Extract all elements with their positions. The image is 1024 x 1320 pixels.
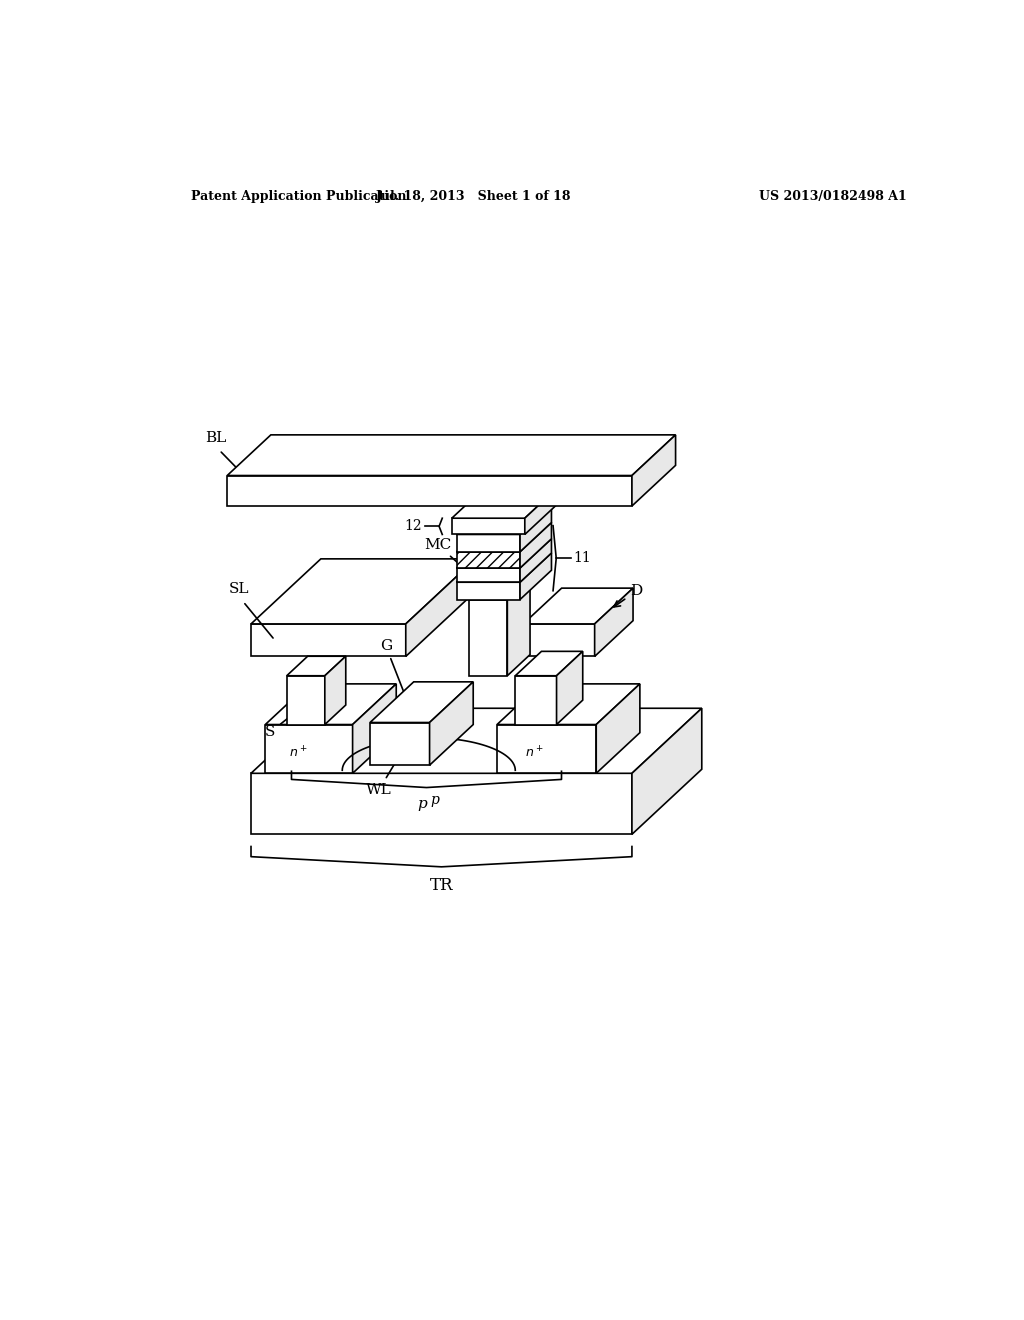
Polygon shape (520, 553, 552, 599)
Polygon shape (524, 486, 560, 535)
Text: MC: MC (424, 537, 481, 585)
Polygon shape (595, 589, 633, 656)
Text: 13: 13 (566, 484, 600, 503)
Polygon shape (457, 523, 552, 552)
Polygon shape (557, 651, 583, 725)
Text: WL: WL (367, 754, 400, 797)
Polygon shape (497, 684, 640, 725)
Polygon shape (632, 434, 676, 506)
Text: p: p (418, 797, 427, 810)
Polygon shape (370, 682, 473, 722)
Text: FIG. 1: FIG. 1 (462, 573, 531, 594)
Polygon shape (515, 651, 583, 676)
Polygon shape (251, 558, 475, 624)
Polygon shape (251, 624, 406, 656)
Polygon shape (457, 552, 520, 568)
Text: Patent Application Publication: Patent Application Publication (191, 190, 407, 202)
Polygon shape (520, 539, 552, 582)
Polygon shape (352, 684, 396, 774)
Polygon shape (251, 709, 701, 774)
Polygon shape (265, 684, 396, 725)
Text: Jul. 18, 2013   Sheet 1 of 18: Jul. 18, 2013 Sheet 1 of 18 (376, 190, 571, 202)
Text: US 2013/0182498 A1: US 2013/0182498 A1 (759, 190, 906, 202)
Polygon shape (227, 434, 676, 475)
Polygon shape (520, 506, 552, 552)
Text: 12: 12 (404, 519, 422, 533)
Text: G: G (380, 639, 413, 713)
Polygon shape (457, 535, 520, 552)
Polygon shape (457, 506, 552, 535)
Polygon shape (457, 553, 552, 582)
Polygon shape (452, 486, 560, 519)
Text: BL: BL (205, 432, 226, 445)
Polygon shape (523, 589, 633, 624)
Polygon shape (497, 725, 596, 774)
Polygon shape (515, 676, 557, 725)
Polygon shape (227, 475, 632, 506)
Polygon shape (632, 709, 701, 834)
Polygon shape (457, 582, 520, 599)
Text: 11: 11 (573, 552, 592, 565)
Polygon shape (370, 722, 430, 766)
Text: $n^+$: $n^+$ (525, 746, 544, 760)
Text: TR: TR (430, 876, 454, 894)
Text: D: D (613, 585, 642, 607)
Polygon shape (406, 558, 475, 656)
Text: S: S (265, 713, 295, 739)
Polygon shape (457, 568, 520, 582)
Polygon shape (523, 624, 595, 656)
Polygon shape (469, 599, 507, 676)
Polygon shape (251, 774, 632, 834)
Polygon shape (457, 539, 552, 568)
Polygon shape (507, 578, 530, 676)
Polygon shape (287, 676, 325, 725)
Polygon shape (287, 656, 346, 676)
Text: $n^+$: $n^+$ (289, 746, 308, 760)
Polygon shape (325, 656, 346, 725)
Polygon shape (469, 578, 530, 599)
Text: SL: SL (228, 582, 250, 597)
Polygon shape (520, 523, 552, 568)
Polygon shape (596, 684, 640, 774)
Polygon shape (265, 725, 352, 774)
Polygon shape (430, 682, 473, 766)
Polygon shape (452, 519, 524, 535)
Text: p: p (430, 792, 439, 807)
